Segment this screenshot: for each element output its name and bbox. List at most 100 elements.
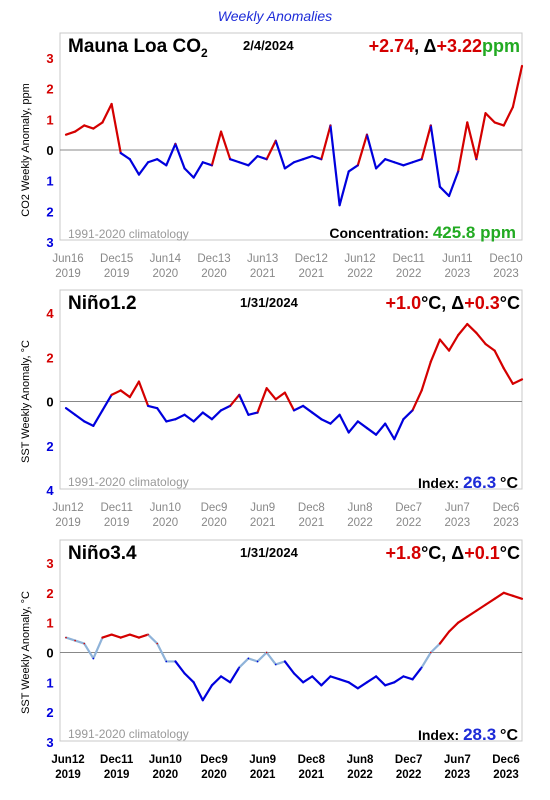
data-point bbox=[229, 405, 231, 407]
x-tick-year: 2023 bbox=[493, 769, 519, 781]
series-segment bbox=[384, 158, 396, 164]
data-point bbox=[329, 422, 332, 425]
headline-change-value: +0.3 bbox=[464, 293, 500, 313]
data-point bbox=[83, 420, 86, 423]
series-segment bbox=[119, 151, 131, 161]
data-point bbox=[420, 666, 423, 669]
series-segment bbox=[347, 681, 359, 690]
x-tick-year: 2020 bbox=[201, 268, 227, 280]
data-point bbox=[512, 106, 514, 108]
series-segment bbox=[402, 409, 414, 421]
data-point bbox=[211, 418, 213, 421]
data-point bbox=[229, 681, 231, 684]
data-point bbox=[247, 657, 250, 660]
series-segment bbox=[447, 170, 460, 198]
y-tick-label: 2 bbox=[46, 82, 53, 97]
data-point bbox=[83, 642, 86, 645]
series-segment bbox=[484, 342, 496, 352]
data-point bbox=[147, 633, 149, 636]
y-axis-label: SST Weekly Anomaly, °C bbox=[20, 591, 32, 714]
data-point bbox=[74, 413, 76, 416]
series-segment bbox=[274, 139, 286, 170]
data-point bbox=[448, 195, 450, 197]
series-segment bbox=[174, 142, 186, 170]
x-tick-month: Jun16 bbox=[52, 253, 83, 265]
series-segment bbox=[256, 651, 268, 663]
chart-date: 1/31/2024 bbox=[240, 295, 299, 310]
series-segment bbox=[238, 161, 250, 167]
series-segment bbox=[137, 380, 150, 408]
data-point bbox=[420, 158, 423, 160]
series-segment bbox=[338, 678, 350, 684]
series-segment bbox=[192, 681, 204, 702]
y-tick-label: 0 bbox=[46, 646, 53, 661]
data-point bbox=[439, 642, 441, 645]
x-tick-month: Dec13 bbox=[197, 253, 230, 265]
series-segment bbox=[174, 660, 186, 675]
series-segment bbox=[447, 334, 460, 352]
data-point bbox=[147, 161, 149, 164]
series-segment bbox=[137, 161, 150, 176]
series-segment bbox=[292, 158, 305, 164]
x-tick-year: 2022 bbox=[347, 517, 373, 529]
series-segment bbox=[64, 407, 77, 416]
x-tick-year: 2021 bbox=[299, 268, 325, 280]
data-point bbox=[211, 684, 213, 687]
data-point bbox=[238, 161, 241, 164]
series-segment bbox=[429, 124, 442, 188]
x-tick-year: 2020 bbox=[201, 517, 227, 529]
data-point bbox=[347, 431, 350, 434]
data-point bbox=[512, 383, 514, 385]
data-point bbox=[402, 418, 405, 421]
series-segment bbox=[402, 161, 414, 167]
series-segment bbox=[356, 133, 369, 167]
data-point bbox=[329, 675, 332, 678]
y-tick-label: 1 bbox=[46, 174, 53, 189]
concentration-value: 425.8 ppm bbox=[433, 223, 516, 242]
data-point bbox=[338, 678, 341, 681]
series-segment bbox=[374, 158, 387, 170]
data-point bbox=[502, 124, 505, 127]
headline-anomaly-value: +1.0 bbox=[386, 293, 422, 313]
series-segment bbox=[374, 675, 387, 687]
data-point bbox=[293, 672, 295, 675]
series-segment bbox=[484, 597, 496, 606]
data-point bbox=[119, 152, 122, 154]
data-point bbox=[220, 409, 222, 412]
series-segment bbox=[365, 426, 378, 436]
data-point bbox=[466, 121, 469, 124]
series-segment bbox=[320, 124, 332, 161]
data-point bbox=[347, 170, 350, 173]
series-segment bbox=[156, 158, 168, 167]
x-tick-month: Dec9 bbox=[201, 502, 228, 514]
x-tick-year: 2021 bbox=[250, 517, 276, 529]
data-point bbox=[320, 158, 323, 160]
data-point bbox=[384, 684, 387, 687]
x-tick-year: 2019 bbox=[104, 517, 130, 529]
series-segment bbox=[174, 413, 186, 421]
series-segment bbox=[101, 393, 113, 412]
data-point bbox=[338, 204, 341, 206]
series-segment bbox=[128, 633, 141, 639]
y-tick-label: 2 bbox=[46, 586, 53, 601]
index-value: 26.3 bbox=[463, 473, 496, 492]
x-tick-month: Dec15 bbox=[100, 253, 133, 265]
series-segment bbox=[83, 124, 95, 130]
x-tick-year: 2021 bbox=[250, 769, 276, 781]
series-segment bbox=[137, 633, 150, 639]
series-segment bbox=[347, 164, 359, 173]
data-point bbox=[192, 420, 195, 423]
series-segment bbox=[374, 422, 387, 436]
data-point bbox=[229, 158, 231, 160]
data-point bbox=[338, 413, 341, 416]
series-segment bbox=[302, 675, 314, 684]
series-segment bbox=[219, 404, 232, 412]
x-tick-month: Dec11 bbox=[392, 253, 424, 265]
x-tick-year: 2022 bbox=[396, 517, 422, 529]
y-tick-label: 3 bbox=[46, 51, 53, 66]
data-point bbox=[475, 158, 478, 160]
series-segment bbox=[64, 130, 77, 136]
y-tick-label: 4 bbox=[46, 306, 54, 321]
series-segment bbox=[502, 367, 514, 385]
